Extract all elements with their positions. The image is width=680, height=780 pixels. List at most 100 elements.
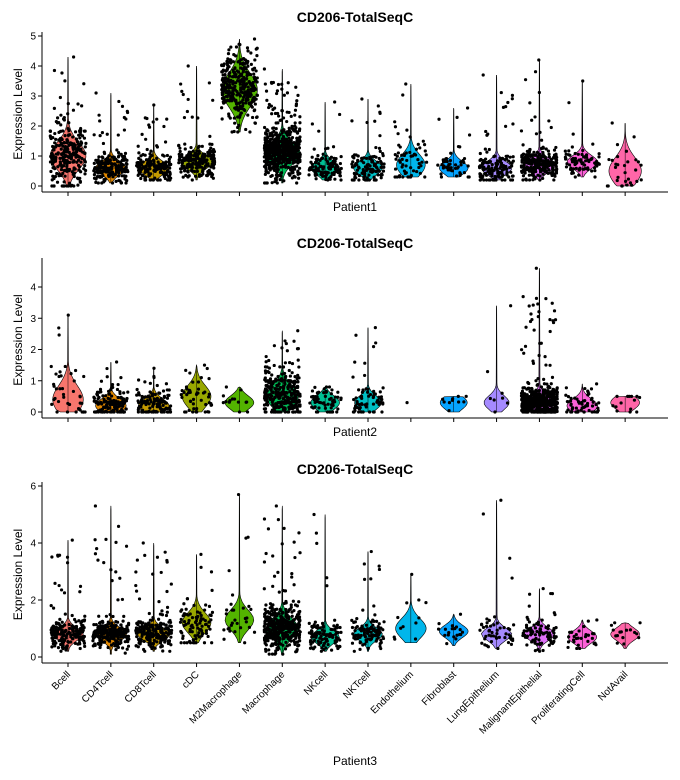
data-point bbox=[195, 169, 199, 173]
data-point bbox=[195, 410, 199, 414]
data-point bbox=[372, 162, 376, 166]
data-point bbox=[229, 58, 233, 62]
data-point bbox=[504, 124, 508, 128]
data-point bbox=[597, 152, 601, 156]
data-point bbox=[569, 403, 573, 407]
data-point bbox=[149, 400, 153, 404]
data-point bbox=[294, 126, 298, 130]
data-point bbox=[540, 403, 544, 407]
data-point bbox=[74, 137, 79, 141]
data-point bbox=[411, 169, 416, 173]
data-point bbox=[155, 383, 159, 388]
data-point bbox=[52, 184, 56, 188]
data-point bbox=[290, 398, 295, 402]
data-point bbox=[593, 169, 597, 173]
data-point bbox=[115, 360, 119, 364]
data-point bbox=[297, 365, 301, 369]
data-point bbox=[565, 399, 569, 404]
data-point bbox=[140, 621, 144, 626]
data-point bbox=[263, 376, 267, 380]
data-point bbox=[92, 173, 97, 177]
data-point bbox=[466, 164, 470, 168]
data-point bbox=[269, 384, 273, 388]
data-point bbox=[187, 150, 191, 154]
data-point bbox=[59, 123, 63, 127]
data-point bbox=[144, 137, 148, 141]
data-point bbox=[296, 408, 300, 413]
data-point bbox=[78, 590, 82, 594]
data-point bbox=[317, 129, 321, 133]
data-point bbox=[63, 612, 67, 616]
data-point bbox=[262, 403, 267, 407]
data-point bbox=[120, 104, 125, 108]
data-point bbox=[278, 133, 282, 137]
data-point bbox=[274, 377, 278, 381]
data-point bbox=[169, 630, 173, 635]
data-point bbox=[238, 82, 242, 86]
data-point bbox=[222, 83, 226, 88]
data-point bbox=[338, 161, 342, 166]
data-point bbox=[509, 178, 513, 182]
data-point bbox=[209, 613, 213, 617]
data-point bbox=[98, 645, 102, 650]
data-point bbox=[155, 640, 159, 644]
data-point bbox=[147, 123, 151, 127]
data-point bbox=[312, 398, 316, 402]
data-point bbox=[366, 167, 370, 171]
data-point bbox=[191, 397, 196, 401]
data-point bbox=[554, 169, 559, 173]
y-axis-title: Expression Level bbox=[11, 68, 25, 159]
data-point bbox=[59, 147, 63, 151]
data-point bbox=[236, 75, 240, 80]
points-Bcell bbox=[49, 538, 87, 653]
data-point bbox=[534, 163, 538, 167]
data-point bbox=[149, 149, 153, 153]
data-point bbox=[284, 149, 288, 153]
data-point bbox=[92, 133, 96, 137]
data-point bbox=[58, 387, 62, 391]
data-point bbox=[297, 176, 301, 180]
data-point bbox=[105, 634, 109, 639]
data-point bbox=[63, 155, 67, 159]
data-point bbox=[574, 159, 578, 163]
data-point bbox=[284, 341, 288, 346]
data-point bbox=[117, 160, 121, 164]
data-point bbox=[191, 410, 195, 414]
data-point bbox=[150, 392, 154, 396]
data-point bbox=[292, 154, 296, 158]
data-point bbox=[99, 400, 103, 404]
data-point bbox=[102, 640, 107, 644]
data-point bbox=[62, 115, 66, 120]
data-point bbox=[275, 89, 280, 93]
data-point bbox=[248, 81, 252, 85]
data-point bbox=[580, 406, 584, 410]
data-point bbox=[207, 392, 211, 396]
data-point bbox=[277, 173, 282, 177]
data-point bbox=[180, 388, 184, 393]
y-tick-label: 2 bbox=[30, 122, 36, 133]
data-point bbox=[54, 152, 58, 156]
data-point bbox=[231, 86, 235, 90]
data-point bbox=[147, 402, 151, 406]
data-point bbox=[227, 626, 231, 630]
data-point bbox=[74, 410, 78, 414]
data-point bbox=[545, 394, 549, 398]
data-point bbox=[73, 641, 77, 645]
data-point bbox=[639, 163, 643, 167]
data-point bbox=[377, 395, 381, 399]
data-point bbox=[244, 58, 248, 63]
data-point bbox=[380, 173, 384, 177]
data-point bbox=[620, 184, 624, 188]
data-point bbox=[583, 163, 587, 167]
data-point bbox=[76, 183, 80, 187]
data-point bbox=[125, 624, 129, 628]
data-point bbox=[521, 410, 525, 414]
data-point bbox=[380, 397, 384, 402]
data-point bbox=[267, 105, 271, 110]
data-point bbox=[542, 382, 547, 386]
data-point bbox=[449, 166, 453, 170]
data-point bbox=[178, 146, 182, 150]
data-point bbox=[71, 55, 76, 59]
data-point bbox=[592, 410, 596, 414]
data-point bbox=[78, 632, 82, 636]
